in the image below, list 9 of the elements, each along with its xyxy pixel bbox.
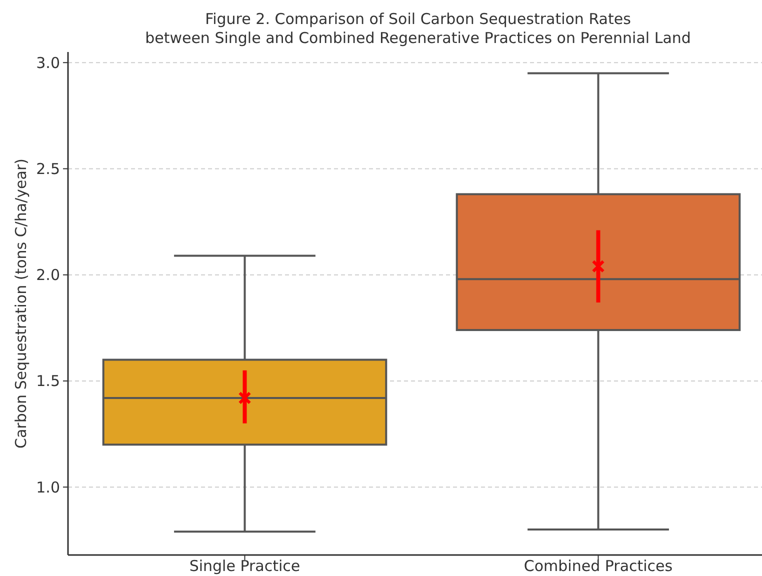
y-axis-title: Carbon Sequestration (tons C/ha/year) bbox=[12, 158, 30, 448]
y-tick-label: 1.0 bbox=[36, 478, 60, 496]
y-tick-label: 3.0 bbox=[36, 54, 60, 72]
chart-title: Figure 2. Comparison of Soil Carbon Sequestration Rates between Single and Combined Regenerative Practices on Perennial Land bbox=[145, 10, 691, 47]
y-tick-label: 2.0 bbox=[36, 266, 60, 284]
y-tick-label: 2.5 bbox=[36, 160, 60, 178]
x-tick-label: Combined Practices bbox=[524, 557, 673, 575]
x-tick-label: Single Practice bbox=[189, 557, 300, 575]
y-tick-label: 1.5 bbox=[36, 372, 60, 390]
